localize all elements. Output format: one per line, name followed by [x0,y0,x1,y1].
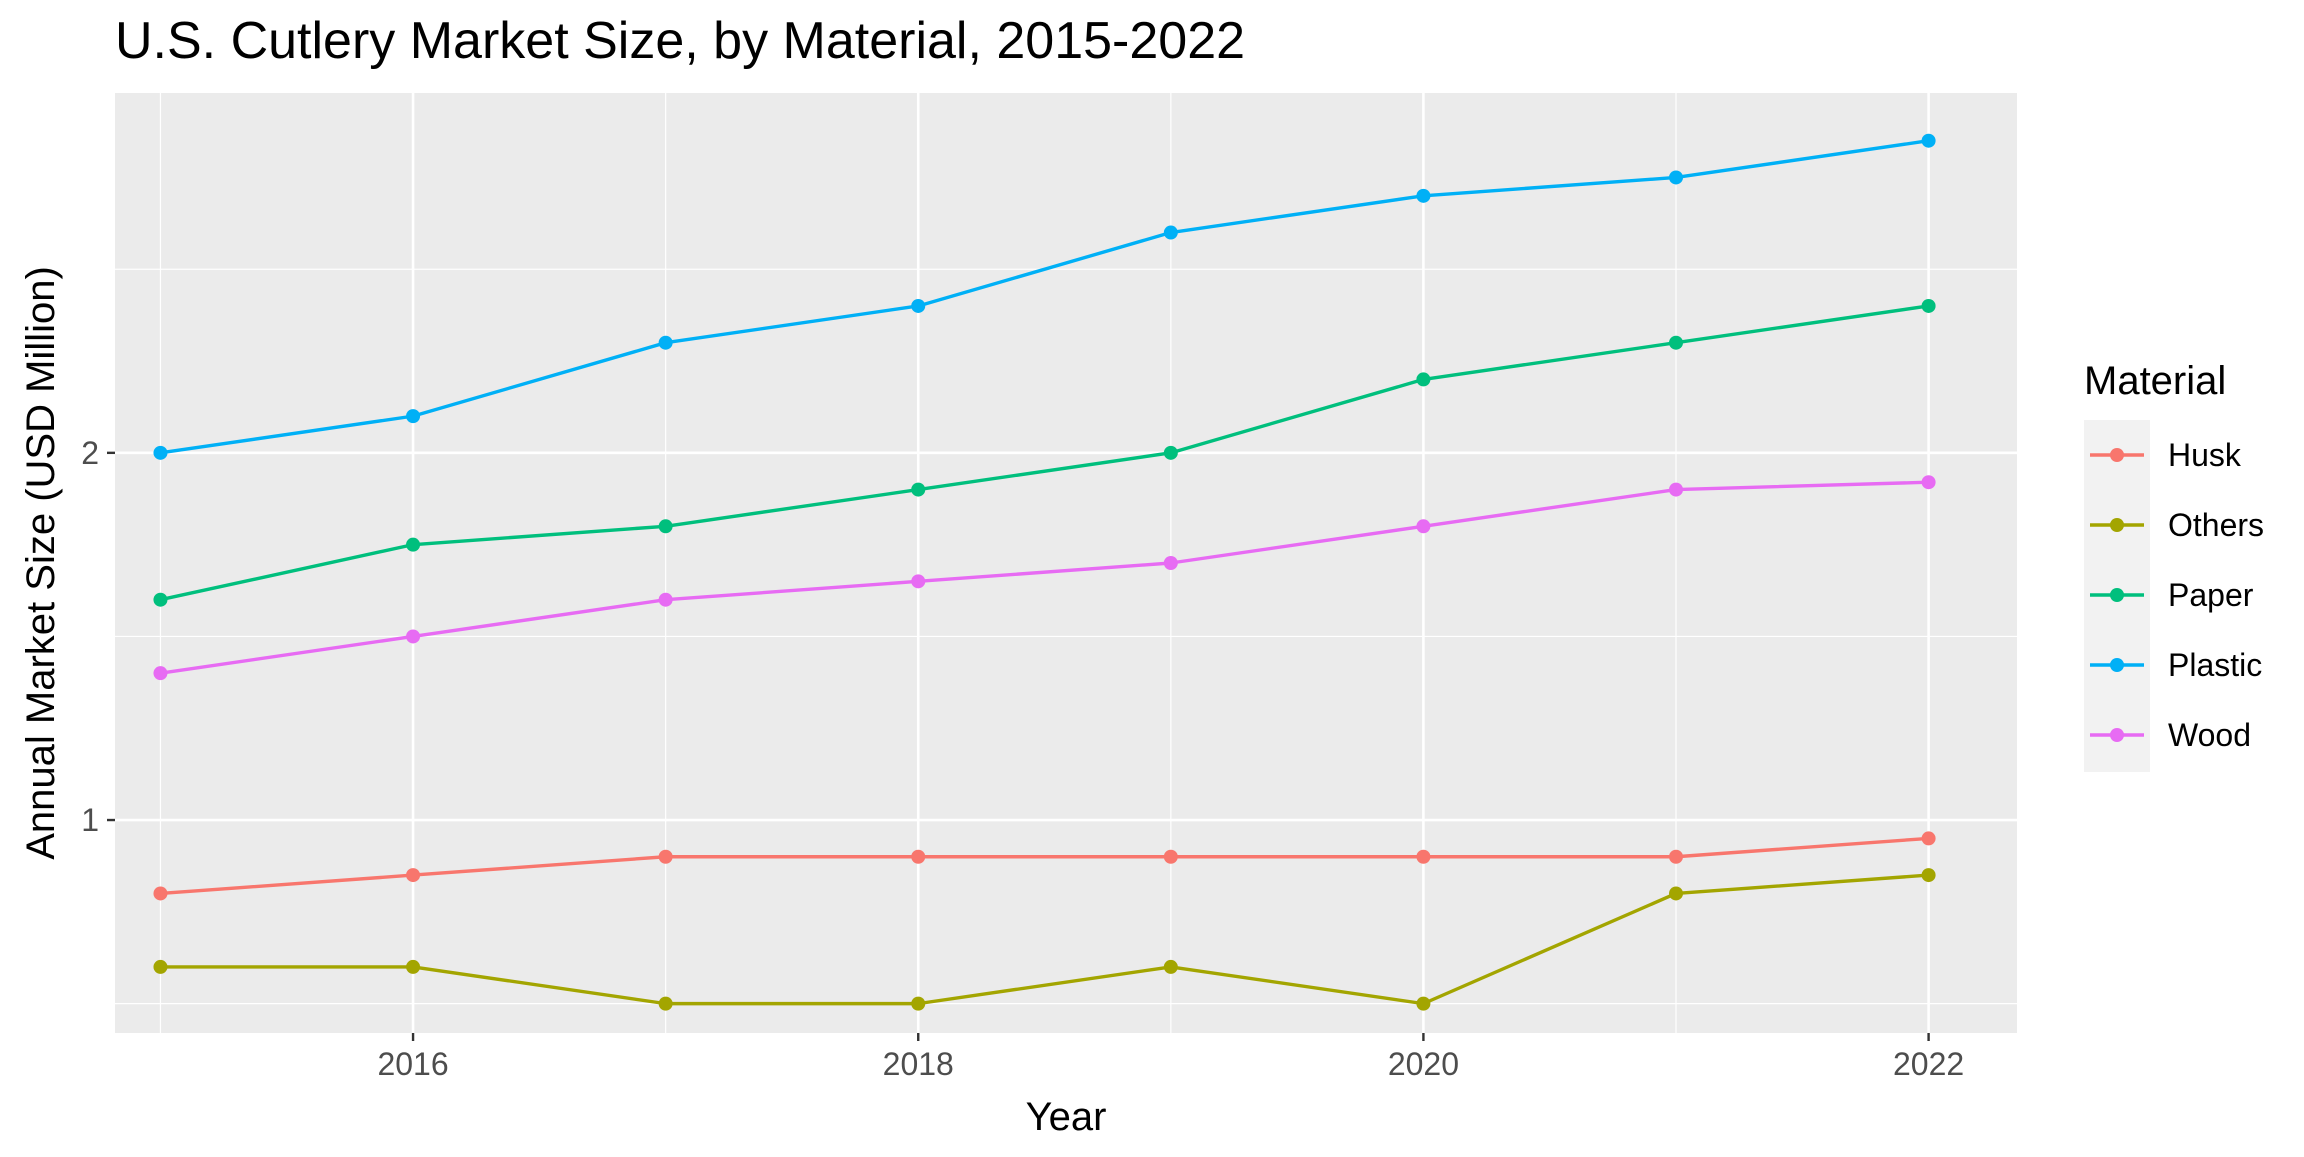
data-point-husk [1416,849,1431,864]
data-point-husk [406,868,421,883]
data-point-wood [1163,556,1178,570]
series-line-others [160,873,1929,1006]
data-point-others [911,996,926,1011]
legend-title: Material [2084,359,2226,403]
data-point-plastic [1669,170,1684,185]
legend: Material Husk Others Paper Plastic Wood [2084,359,2264,772]
data-point-paper [911,482,926,497]
data-point-paper [1416,372,1431,387]
data-point-paper [658,519,673,534]
legend-label-plastic: Plastic [2168,647,2262,683]
grid-layer [115,93,2017,1033]
series-line-husk [160,836,1929,896]
data-point-husk [1669,849,1684,864]
legend-key-point-others [2110,518,2124,532]
data-point-wood [1669,482,1684,497]
chart-title: U.S. Cutlery Market Size, by Material, 2… [115,12,1245,70]
x-tick-label: 2020 [1388,1046,1459,1082]
data-point-others [658,996,673,1011]
x-tick-label: 2016 [377,1046,448,1082]
data-point-paper [1669,335,1684,350]
data-point-others [406,959,421,974]
data-point-others [1921,868,1936,883]
plot-panel [115,93,2017,1033]
legend-key-point-plastic [2110,658,2124,672]
data-point-plastic [406,409,421,424]
legend-label-husk: Husk [2168,437,2242,473]
legend-key-point-paper [2110,588,2124,602]
data-point-plastic [1921,133,1936,148]
legend-key-point-husk [2110,448,2124,462]
series-line-paper [160,304,1929,602]
series-layer [153,133,1936,1011]
data-point-plastic [153,445,168,460]
y-axis-title: Annual Market Size (USD Million) [19,266,63,860]
data-point-wood [406,629,421,644]
data-point-others [1416,996,1431,1011]
series-line-wood [160,480,1929,675]
data-point-others [153,959,168,974]
data-point-husk [153,886,168,901]
legend-label-others: Others [2168,507,2264,543]
data-point-paper [1921,298,1936,313]
data-point-paper [1163,445,1178,460]
data-point-wood [658,592,673,607]
data-point-plastic [911,298,926,313]
data-point-husk [1163,849,1178,864]
y-tick-label: 1 [81,802,99,838]
data-point-plastic [1163,225,1178,240]
x-tick-label: 2018 [883,1046,954,1082]
ticks-layer: 2016 2018 2020 2022 1 2 [81,435,1964,1082]
x-tick-label: 2022 [1893,1046,1964,1082]
data-point-wood [911,574,926,589]
data-point-wood [1416,519,1431,534]
data-point-others [1163,959,1178,974]
y-tick-label: 2 [81,435,99,471]
data-point-husk [911,849,926,864]
legend-label-paper: Paper [2168,577,2254,613]
data-point-plastic [658,335,673,350]
legend-key-point-wood [2110,728,2124,742]
data-point-husk [1921,831,1936,846]
data-point-wood [153,666,168,681]
series-line-plastic [160,139,1929,455]
data-point-paper [153,592,168,607]
x-axis-title: Year [1026,1095,1107,1139]
data-point-plastic [1416,188,1431,203]
data-point-others [1669,886,1684,901]
data-point-wood [1921,475,1936,490]
data-point-paper [406,537,421,552]
legend-label-wood: Wood [2168,717,2251,753]
data-point-husk [658,849,673,864]
